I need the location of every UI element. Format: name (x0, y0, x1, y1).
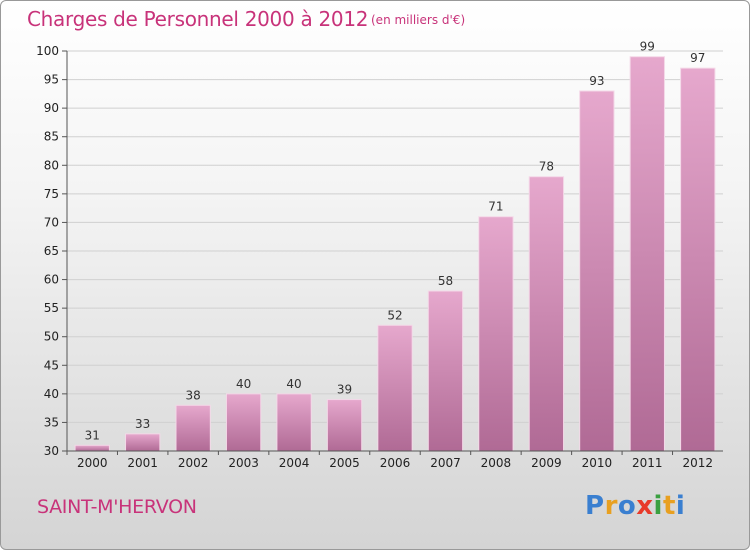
y-tick-label: 95 (44, 73, 59, 87)
x-tick-label: 2010 (582, 456, 613, 470)
y-tick-label: 30 (44, 444, 59, 458)
bar (175, 404, 211, 452)
data-label: 78 (539, 160, 554, 174)
logo-letter: i (675, 491, 686, 521)
y-tick-label: 50 (44, 330, 59, 344)
y-axis-ticks: 30 35 40 45 50 55 60 65 70 75 80 85 90 95 100 (36, 44, 67, 458)
bar (629, 56, 665, 452)
data-label: 71 (488, 200, 503, 214)
logo-letter: t (662, 491, 676, 521)
bar-series (74, 56, 716, 452)
data-label: 52 (387, 308, 402, 322)
x-tick-label: 2005 (329, 456, 360, 470)
data-label: 40 (286, 377, 301, 391)
data-label: 93 (589, 74, 604, 88)
x-tick-label: 2012 (682, 456, 713, 470)
x-tick-label: 2008 (481, 456, 512, 470)
bar (680, 67, 716, 452)
bar (276, 393, 312, 452)
data-label: 39 (337, 383, 352, 397)
y-tick-label: 100 (36, 44, 59, 58)
bar (326, 399, 363, 452)
y-tick-label: 70 (44, 215, 59, 229)
chart-subtitle: (en milliers d'€) (371, 13, 466, 27)
x-axis-ticks: 2000 2001 2002 2003 2004 2005 2006 2007 2008 2009… (66, 451, 713, 470)
bar (579, 90, 615, 452)
x-tick-label: 2003 (228, 456, 259, 470)
logo-letter: o (617, 491, 637, 521)
commune-name: SAINT-M'HERVON (37, 496, 197, 518)
y-tick-label: 80 (44, 158, 59, 172)
x-tick-label: 2001 (127, 456, 158, 470)
y-tick-label: 55 (44, 301, 59, 315)
data-label: 31 (85, 428, 100, 442)
logo-letter: P (585, 491, 605, 521)
bar (478, 216, 514, 452)
bar (427, 290, 464, 452)
axes (66, 51, 723, 452)
data-label: 38 (186, 388, 201, 402)
y-tick-label: 45 (44, 358, 59, 372)
logo-letter: r (604, 491, 618, 521)
proxiti-logo: Proxiti (585, 491, 685, 521)
bar (74, 444, 110, 452)
x-tick-label: 2007 (430, 456, 461, 470)
y-tick-label: 35 (44, 415, 59, 429)
y-tick-label: 40 (44, 387, 59, 401)
y-tick-label: 65 (44, 244, 59, 258)
x-tick-label: 2009 (531, 456, 562, 470)
x-tick-label: 2002 (178, 456, 209, 470)
data-label: 33 (135, 417, 150, 431)
x-tick-label: 2011 (632, 456, 663, 470)
logo-letter: i (653, 491, 663, 521)
data-label: 58 (438, 274, 453, 288)
y-tick-label: 85 (44, 130, 59, 144)
data-label: 97 (690, 51, 705, 65)
y-tick-label: 75 (44, 187, 59, 201)
x-tick-label: 2006 (380, 456, 411, 470)
y-tick-label: 90 (44, 101, 59, 115)
x-tick-label: 2000 (77, 456, 108, 470)
data-label: 99 (640, 40, 655, 54)
data-labels: 31 33 38 40 40 39 52 58 71 78 93 99 97 (85, 40, 706, 443)
bar (528, 176, 565, 452)
x-tick-label: 2004 (279, 456, 310, 470)
bar (377, 324, 413, 452)
logo-letter: x (636, 491, 654, 521)
data-label: 40 (236, 377, 251, 391)
bar (125, 433, 161, 452)
bar (225, 393, 262, 452)
chart-title: Charges de Personnel 2000 à 2012 (27, 7, 369, 31)
y-tick-label: 60 (44, 273, 59, 287)
